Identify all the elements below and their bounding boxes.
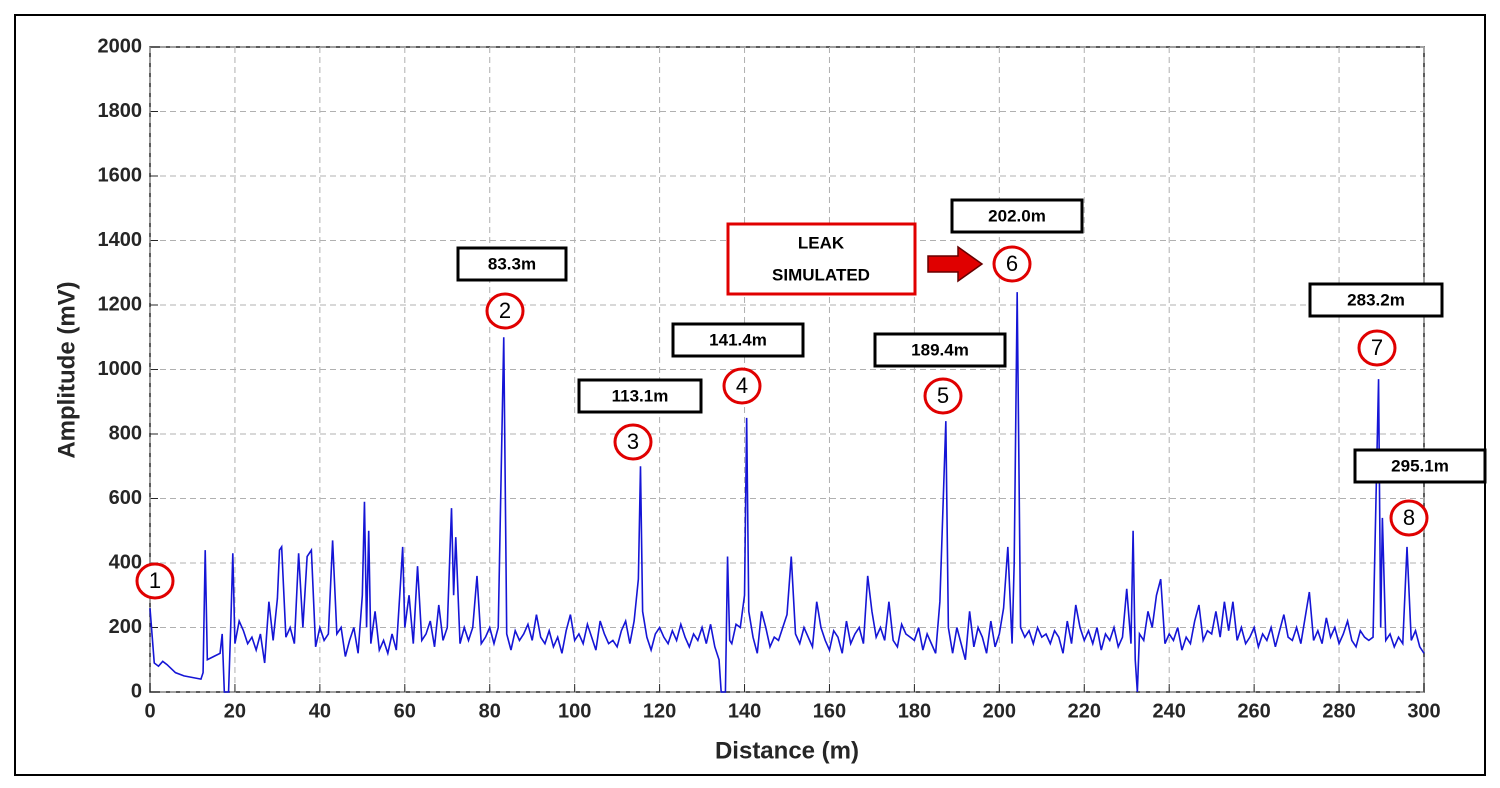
- x-tick-label: 240: [1153, 700, 1186, 722]
- peak-circle: [722, 367, 762, 405]
- callout-box: [726, 222, 917, 296]
- y-tick-label: 0: [131, 680, 142, 702]
- label-box: [950, 198, 1084, 234]
- peak-circle: [992, 245, 1032, 283]
- y-tick-label: 2000: [98, 35, 143, 57]
- x-tick-label: 260: [1237, 700, 1270, 722]
- callout-text: SIMULATED: [772, 265, 870, 284]
- plot: [149, 292, 1425, 693]
- peak-number: 5: [937, 383, 949, 408]
- y-tick-label: 1600: [98, 164, 143, 186]
- peak-number: 8: [1403, 505, 1415, 530]
- y-tick-label: 1400: [98, 229, 143, 251]
- x-axis-label: Distance (m): [715, 737, 859, 764]
- peak-number: 3: [627, 429, 639, 454]
- peak-circle: [135, 562, 175, 600]
- y-tick-label: 200: [109, 616, 142, 638]
- y-tick-label: 400: [109, 551, 142, 573]
- y-axis-label: Amplitude (mV): [53, 281, 80, 458]
- label-box: [873, 332, 1007, 368]
- x-tick-label: 180: [898, 700, 931, 722]
- x-tick-label: 60: [394, 700, 416, 722]
- peak-circle: [613, 423, 653, 461]
- x-tick-label: 160: [813, 700, 846, 722]
- peak-circle: [923, 377, 963, 415]
- y-tick-label: 1000: [98, 358, 143, 380]
- label-box: [456, 246, 568, 282]
- x-tick-label: 200: [983, 700, 1016, 722]
- arrow: [927, 245, 984, 283]
- x-tick-label: 80: [479, 700, 501, 722]
- label-box: [577, 378, 703, 414]
- distance-label: 113.1m: [612, 386, 669, 405]
- distance-label: 189.4m: [911, 340, 969, 359]
- x-tick-label: 140: [728, 700, 761, 722]
- peak-number: 2: [499, 298, 511, 323]
- y-tick-label: 1200: [98, 293, 143, 315]
- label-box: [1353, 448, 1487, 484]
- y-tick-label: 600: [109, 487, 142, 509]
- x-tick-label: 120: [643, 700, 676, 722]
- peak-circle: [1389, 499, 1429, 537]
- label-box: [1308, 282, 1444, 318]
- y-tick-label: 1800: [98, 100, 143, 122]
- x-tick-label: 0: [144, 700, 155, 722]
- peak-number: 7: [1371, 335, 1383, 360]
- y-tick-label: 800: [109, 422, 142, 444]
- callout-text: LEAK: [798, 233, 845, 252]
- peak-circle: [485, 292, 525, 330]
- distance-label: 283.2m: [1347, 290, 1405, 309]
- x-tick-label: 100: [558, 700, 591, 722]
- distance-label: 202.0m: [988, 206, 1046, 225]
- x-tick-label: 300: [1407, 700, 1440, 722]
- x-tick-label: 20: [224, 700, 246, 722]
- x-tick-label: 220: [1068, 700, 1101, 722]
- x-tick-label: 40: [309, 700, 331, 722]
- signal-line: [149, 292, 1425, 693]
- distance-label: 295.1m: [1391, 456, 1449, 475]
- peak-number: 6: [1006, 251, 1018, 276]
- peak-number: 1: [149, 568, 161, 593]
- x-tick-label: 280: [1322, 700, 1355, 722]
- annotations: 83.3m 113.1m 141.4m 189.4m 202.0m 283.2m 295.1…: [135, 198, 1487, 600]
- peak-number: 4: [736, 373, 748, 398]
- distance-label: 83.3m: [488, 254, 536, 273]
- distance-label: 141.4m: [709, 330, 767, 349]
- label-box: [671, 322, 805, 358]
- peak-circle: [1357, 329, 1397, 367]
